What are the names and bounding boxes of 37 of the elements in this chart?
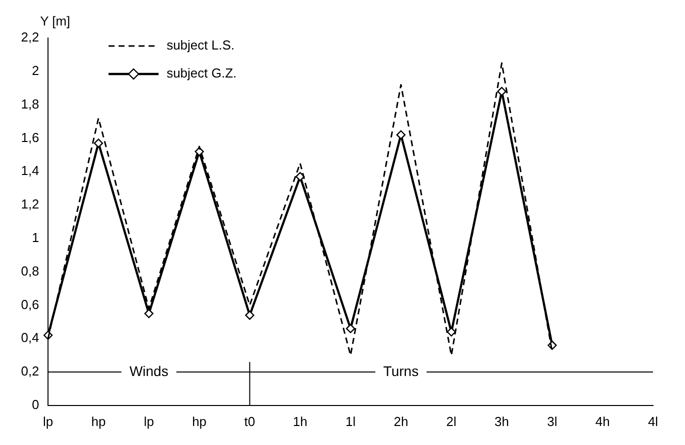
x-tick-label: lp [144,414,154,429]
y-axis-title: Y [m] [40,14,70,29]
y-tick-label: 0,8 [20,263,40,278]
x-tick-label: 4l [648,414,658,429]
y-tick-label: 1,2 [20,196,40,212]
point [94,138,104,148]
x-tick-label: t0 [244,414,256,429]
x-tick-label: 2h [394,414,408,429]
x-tick-label: 4h [595,414,610,429]
x-tick-label: lp [43,414,54,429]
y-tick-label: 2 [32,62,40,78]
point [396,130,406,140]
point [245,310,254,320]
annotation: Winds [129,362,168,379]
point [144,308,154,318]
x-tick-label: 2l [446,414,457,429]
x-tick-label: 3h [494,414,509,429]
x-tick-label: 1l [345,414,356,429]
y-tick-label: 0,2 [20,364,40,379]
point [446,327,456,337]
legend-label: subject G.Z. [166,66,237,81]
y-tick-label: 2,2 [20,30,40,45]
y-tick-label: 1,8 [20,96,40,112]
y-tick-label: 0,6 [20,296,40,312]
x-tick-label: hp [192,414,207,429]
legend-label: subject L.S. [166,38,234,53]
y-tick-label: 1 [32,230,40,245]
x-tick-label: 3l [547,414,558,429]
y-tick-label: 0 [32,396,40,412]
point [346,324,356,334]
x-tick-label: 1h [292,414,308,429]
point [296,172,305,182]
annotation: Turns [383,362,419,379]
y-tick-label: 1,4 [20,163,40,178]
y-tick-label: 1,6 [20,130,40,145]
x-tick-label: hp [91,414,106,429]
y-tick-label: 0,4 [20,330,40,346]
